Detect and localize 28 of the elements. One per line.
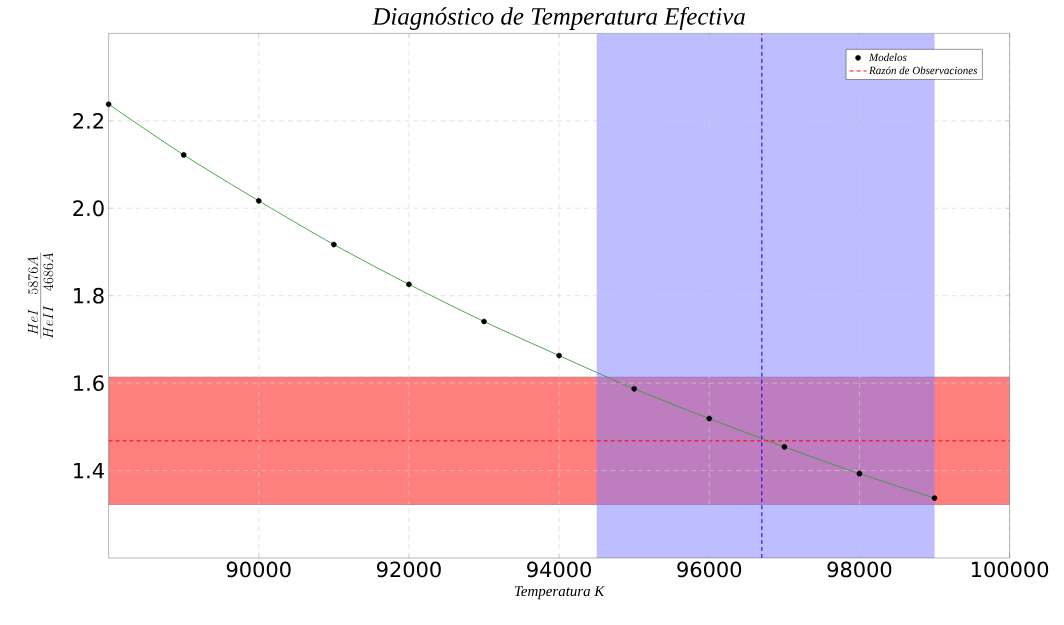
x-tick-label: 90000 bbox=[226, 561, 291, 578]
point bbox=[631, 386, 637, 392]
point bbox=[781, 444, 788, 450]
point bbox=[406, 281, 412, 288]
chart-title: Diagnóstico de Temperatura Efectiva bbox=[372, 7, 745, 30]
point bbox=[180, 152, 187, 158]
point bbox=[706, 415, 713, 422]
y-axis-title: $\frac{HeI\ \ 5876A}{HeII\ \ 4686A}$ bbox=[27, 252, 54, 339]
x-tick-label: 94000 bbox=[527, 561, 591, 578]
legend-label: Modelos bbox=[868, 53, 907, 62]
y-tick-label: 2.2 bbox=[73, 113, 103, 129]
x-axis-title: Temperatura K bbox=[514, 586, 605, 600]
x-tick-label: 100000 bbox=[971, 561, 1049, 578]
x-tick-label: 98000 bbox=[827, 561, 892, 578]
y-tick-label: 1.4 bbox=[74, 462, 104, 479]
point bbox=[481, 318, 487, 325]
x-tick-label: 96000 bbox=[677, 561, 742, 578]
y-tick-label: 1.6 bbox=[74, 375, 104, 392]
legend-label: Razón de Observaciones bbox=[868, 66, 978, 75]
point bbox=[331, 241, 337, 248]
y-tick-label: 2.0 bbox=[73, 200, 104, 217]
point bbox=[105, 101, 112, 108]
point bbox=[931, 495, 938, 501]
point bbox=[255, 198, 262, 204]
y-tick-label: 1.8 bbox=[74, 287, 104, 304]
x-tick-label: 92000 bbox=[376, 561, 441, 578]
point bbox=[556, 352, 562, 359]
point bbox=[856, 470, 863, 477]
